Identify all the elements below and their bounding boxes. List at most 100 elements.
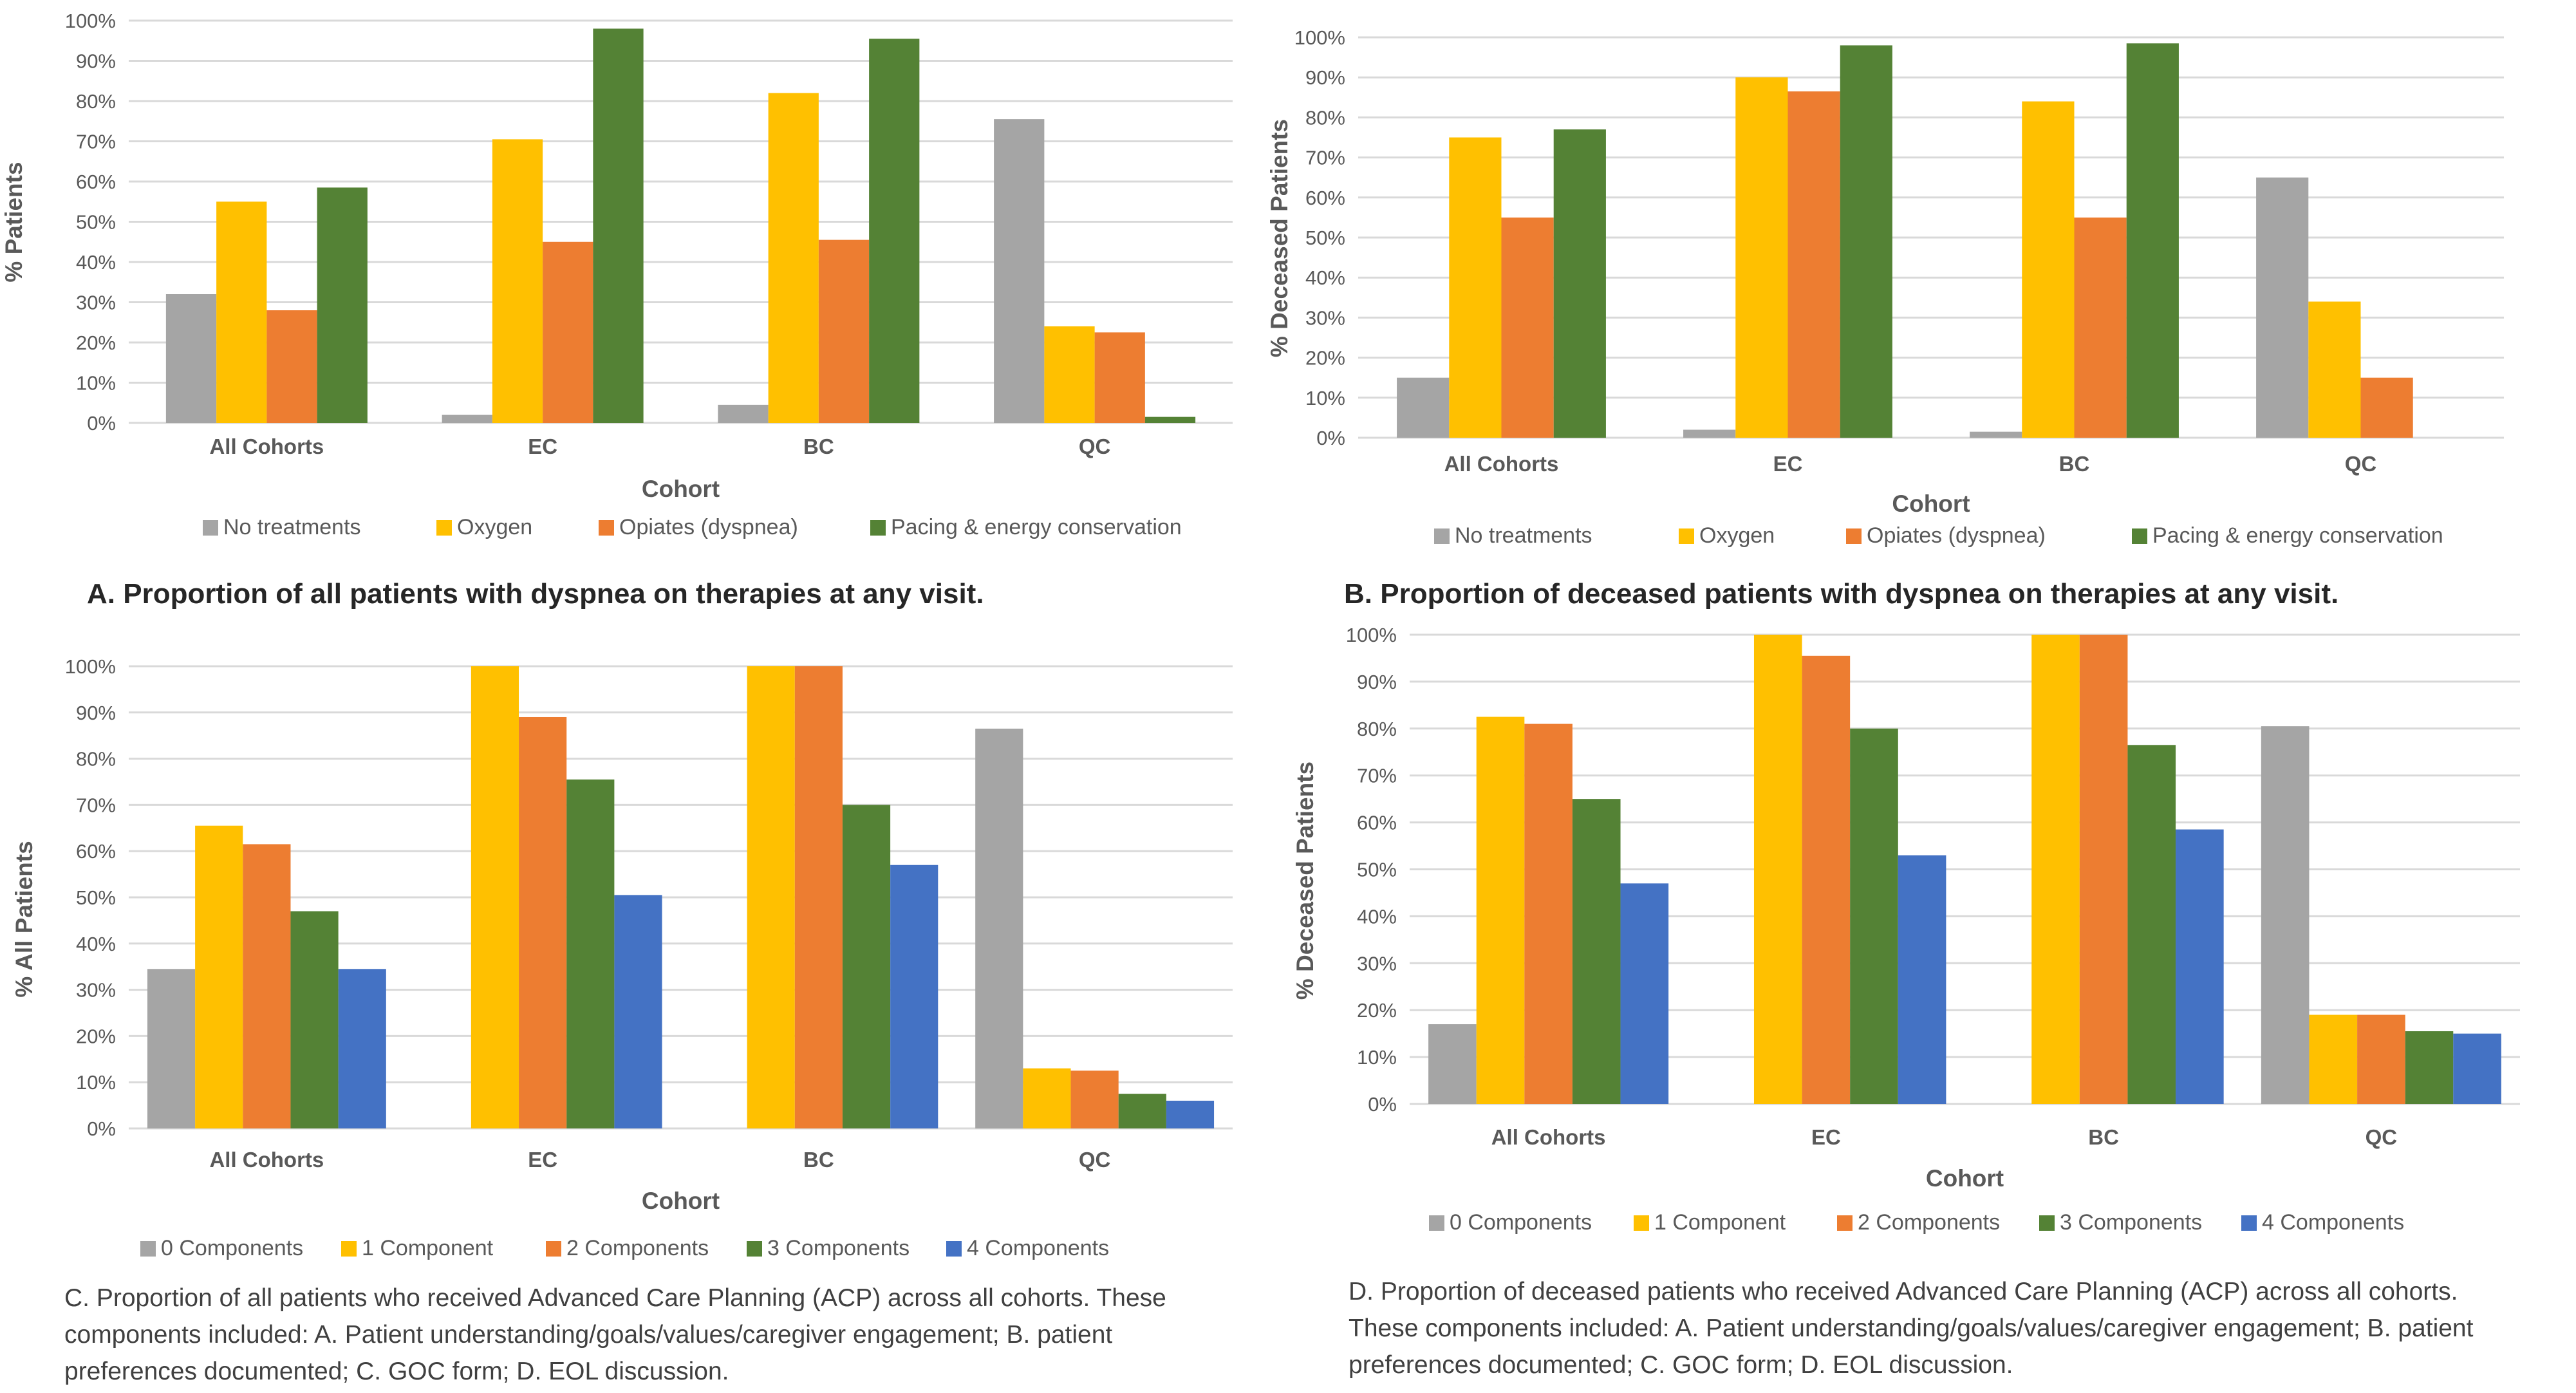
- bar-opiates-dyspnea-ec: [543, 241, 593, 423]
- bar-no-treatments-bc: [718, 404, 769, 423]
- caption-a: A. Proportion of all patients with dyspn…: [87, 578, 984, 610]
- y-tick-label: 30%: [76, 292, 116, 314]
- y-tick-label: 100%: [1294, 26, 1345, 49]
- x-tick-label: BC: [803, 1148, 834, 1172]
- bar-oxygen-qc: [2308, 301, 2361, 438]
- legend-label: Pacing & energy conservation: [891, 515, 1182, 539]
- bar-opiates-dyspnea-qc: [2360, 377, 2413, 438]
- caption-b: B. Proportion of deceased patients with …: [1344, 578, 2339, 610]
- x-axis-title: Cohort: [642, 1188, 720, 1214]
- legend-swatch: [1837, 1215, 1853, 1231]
- y-tick-label: 0%: [1368, 1093, 1397, 1116]
- x-tick-label: EC: [528, 435, 557, 458]
- y-axis-title: % Deceased Patients: [1266, 119, 1293, 357]
- bar-oxygen-bc: [2022, 101, 2075, 438]
- bar-2-components-ec: [519, 716, 567, 1128]
- legend-label: 3 Components: [767, 1236, 910, 1260]
- bar-opiates-dyspnea-qc: [1094, 332, 1145, 423]
- bar-oxygen-ec: [492, 139, 543, 423]
- x-axis-title: Cohort: [1926, 1165, 2004, 1192]
- chart-d: 0% 10% 20% 30% 40% 50% 60% 70% 80% 90% 100% All Coh…: [1292, 624, 2520, 1235]
- y-tick-label: 30%: [76, 979, 116, 1002]
- bar-pacing-energy-conservation-ec: [1840, 45, 1892, 438]
- bar-pacing-energy-conservation-all-cohorts: [1553, 129, 1606, 438]
- y-tick-label: 60%: [1305, 187, 1345, 209]
- bar-1-component-qc: [2309, 1014, 2358, 1104]
- y-tick-label: 100%: [65, 655, 116, 678]
- bar-opiates-dyspnea-all-cohorts: [266, 310, 317, 423]
- legend-swatch: [341, 1241, 357, 1257]
- legend-swatch: [870, 520, 886, 536]
- bar-no-treatments-all-cohorts: [1397, 377, 1450, 438]
- y-axis-title: % Patients: [1, 162, 27, 282]
- legend-label: 2 Components: [1858, 1210, 2000, 1235]
- legend-label: Opiates (dyspnea): [619, 515, 798, 539]
- bar-0-components-qc: [975, 728, 1023, 1128]
- legend-swatch: [599, 520, 614, 536]
- y-tick-label: 50%: [76, 886, 116, 909]
- bar-2-components-all-cohorts: [1524, 724, 1573, 1104]
- legend-label: 0 Components: [1450, 1210, 1592, 1235]
- y-tick-label: 50%: [1357, 859, 1397, 881]
- y-tick-label: 100%: [65, 10, 116, 32]
- legend-swatch: [2039, 1215, 2055, 1231]
- y-tick-label: 0%: [1316, 427, 1345, 449]
- bar-3-components-ec: [1850, 728, 1898, 1104]
- y-tick-label: 60%: [76, 171, 116, 193]
- y-tick-label: 40%: [76, 933, 116, 955]
- x-tick-label: All Cohorts: [1444, 452, 1559, 476]
- bar-3-components-qc: [2405, 1031, 2454, 1104]
- y-tick-label: 50%: [1305, 227, 1345, 249]
- legend-label: No treatments: [1455, 523, 1592, 548]
- legend-swatch: [2132, 528, 2147, 544]
- y-tick-label: 90%: [1305, 66, 1345, 89]
- bar-oxygen-all-cohorts: [1449, 137, 1502, 438]
- bar-no-treatments-qc: [2256, 177, 2309, 438]
- bar-1-component-bc: [2031, 635, 2080, 1104]
- x-tick-label: All Cohorts: [209, 1148, 324, 1172]
- bar-4-components-qc: [2453, 1033, 2501, 1104]
- bar-oxygen-all-cohorts: [216, 201, 267, 423]
- y-tick-label: 100%: [1346, 624, 1397, 646]
- bar-0-components-all-cohorts: [147, 969, 196, 1128]
- y-tick-label: 10%: [76, 1071, 116, 1094]
- bar-pacing-energy-conservation-bc: [2126, 43, 2179, 438]
- x-tick-label: QC: [1079, 1148, 1111, 1172]
- bar-4-components-ec: [614, 895, 662, 1128]
- bar-0-components-qc: [2261, 726, 2310, 1104]
- bar-3-components-bc: [2127, 745, 2176, 1104]
- legend-label: Opiates (dyspnea): [1867, 523, 2046, 548]
- y-tick-label: 40%: [1305, 266, 1345, 289]
- y-tick-label: 30%: [1357, 952, 1397, 975]
- y-tick-label: 10%: [76, 372, 116, 395]
- chart-c: 0% 10% 20% 30% 40% 50% 60% 70% 80% 90% 100% All Coh…: [11, 655, 1233, 1260]
- y-tick-label: 20%: [76, 332, 116, 354]
- bar-no-treatments-qc: [994, 119, 1045, 423]
- legend-swatch: [546, 1241, 561, 1257]
- bar-oxygen-ec: [1735, 77, 1788, 438]
- bar-2-components-ec: [1802, 655, 1851, 1104]
- x-axis-title: Cohort: [1892, 491, 1970, 517]
- x-tick-label: EC: [1773, 452, 1803, 476]
- x-axis-title: Cohort: [642, 476, 720, 502]
- bar-opiates-dyspnea-bc: [818, 239, 870, 423]
- bar-no-treatments-ec: [1683, 429, 1736, 438]
- legend-label: 1 Component: [362, 1236, 494, 1260]
- legend-label: Pacing & energy conservation: [2152, 523, 2443, 548]
- y-tick-label: 70%: [76, 794, 116, 816]
- x-tick-label: BC: [2088, 1125, 2119, 1149]
- bar-no-treatments-all-cohorts: [165, 294, 217, 423]
- bar-1-component-all-cohorts: [1476, 716, 1525, 1104]
- y-tick-label: 80%: [76, 748, 116, 771]
- bar-opiates-dyspnea-ec: [1787, 91, 1840, 438]
- legend-swatch: [203, 520, 218, 536]
- legend-swatch: [1634, 1215, 1649, 1231]
- legend-swatch: [1846, 528, 1862, 544]
- y-tick-label: 70%: [1305, 147, 1345, 169]
- legend-swatch: [1679, 528, 1694, 544]
- bar-pacing-energy-conservation-all-cohorts: [317, 187, 368, 423]
- bar-3-components-qc: [1118, 1094, 1166, 1128]
- legend-swatch: [2241, 1215, 2257, 1231]
- legend-label: Oxygen: [457, 515, 532, 539]
- y-tick-label: 80%: [76, 90, 116, 113]
